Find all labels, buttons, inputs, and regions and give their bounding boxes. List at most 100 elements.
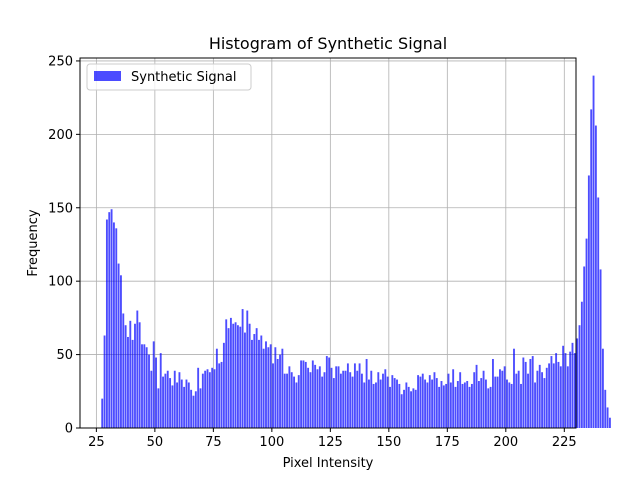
histogram-bar (492, 358, 494, 428)
histogram-bar (576, 338, 579, 428)
histogram-bar (112, 222, 115, 428)
histogram-bar (356, 370, 359, 428)
histogram-bar (176, 382, 179, 428)
histogram-bar (522, 357, 525, 428)
legend-swatch (94, 71, 121, 81)
histogram-bar (178, 372, 181, 428)
histogram-bar (449, 382, 452, 428)
histogram-bar (580, 301, 583, 428)
histogram-bar (363, 382, 366, 428)
histogram-bar (136, 310, 139, 428)
histogram-bar (594, 125, 597, 428)
grid-lines (80, 58, 576, 429)
y-tick-label: 200 (48, 128, 73, 143)
histogram-bar (166, 370, 169, 428)
histogram-bar (501, 370, 504, 428)
histogram-bar (288, 366, 291, 428)
histogram-bar (470, 383, 473, 428)
histogram-bar (428, 375, 431, 428)
histogram-bar (251, 339, 253, 428)
histogram-bar (597, 197, 600, 428)
histogram-bar (508, 382, 511, 428)
histogram-bar (384, 369, 387, 428)
histogram-bar (164, 373, 167, 428)
histogram-bar (339, 373, 342, 428)
histogram-bar (375, 382, 377, 428)
histogram-bar (601, 348, 604, 428)
histogram-bar (241, 309, 244, 428)
histogram-bar (407, 386, 410, 428)
histogram-bar (155, 357, 157, 428)
histogram-bar (484, 379, 487, 428)
histogram-bar (134, 323, 136, 428)
histogram-bar (604, 389, 607, 428)
histogram-bar (510, 383, 513, 428)
histogram-bar (566, 366, 569, 428)
histogram-bar (435, 378, 438, 428)
histogram-bar (353, 363, 356, 428)
histogram-bar (538, 364, 541, 428)
histogram-bar (421, 373, 424, 428)
y-tick-label: 250 (48, 54, 73, 69)
histogram-bar (335, 366, 338, 428)
histogram-bar (110, 209, 113, 428)
histogram-bar (351, 376, 354, 428)
histogram-bar (244, 332, 246, 428)
histogram-bar (199, 388, 202, 428)
histogram-bar (412, 388, 415, 428)
histogram-bar (265, 341, 267, 428)
histogram-bar (403, 389, 405, 428)
histogram-bar (138, 322, 141, 428)
histogram-bar (583, 266, 586, 428)
histogram-bar (608, 417, 611, 428)
histogram-bar (274, 347, 277, 428)
histogram-bar (120, 275, 122, 428)
histogram-bar (150, 370, 153, 428)
histogram-bar (377, 372, 380, 428)
histogram-bar (229, 317, 232, 428)
histogram-bar (328, 357, 331, 428)
histogram-bar (192, 395, 195, 428)
y-tick-label: 100 (48, 275, 73, 290)
histogram-bar (337, 366, 340, 428)
histogram-bar (227, 328, 230, 428)
histogram-bar (365, 358, 368, 428)
histogram-bar (536, 370, 539, 428)
histogram-bar (372, 383, 375, 428)
histogram-bar (232, 323, 235, 428)
histogram-bar (105, 219, 108, 428)
x-tick-label: 100 (259, 435, 284, 450)
histogram-bar (183, 386, 186, 428)
histogram-bar (279, 354, 281, 428)
histogram-bar (311, 360, 314, 428)
histogram-bar (218, 363, 221, 428)
histogram-bar (494, 376, 497, 428)
histogram-bar (255, 328, 258, 428)
histogram-bar (386, 376, 389, 428)
histogram-bar (447, 373, 450, 428)
legend: Synthetic Signal (86, 63, 252, 91)
histogram-bar (236, 325, 239, 428)
histogram-bar (482, 370, 485, 428)
histogram-bar (342, 370, 345, 428)
histogram-bar (180, 379, 183, 428)
histogram-bar (370, 370, 373, 428)
histogram-bar (101, 398, 104, 428)
histogram-bar (548, 363, 551, 428)
histogram-bar (358, 363, 361, 428)
histogram-bar (573, 353, 576, 428)
histogram-bar (468, 386, 471, 428)
histogram-bar (145, 347, 148, 428)
histogram-bar (396, 379, 398, 428)
x-tick-label: 50 (147, 435, 164, 450)
histogram-bar (379, 379, 382, 428)
histogram-bar (159, 353, 162, 428)
histogram-bar (349, 372, 352, 428)
histogram-bar (543, 378, 546, 428)
histogram-bar (414, 389, 417, 428)
histogram-bar (293, 376, 296, 428)
histogram-bar (541, 372, 544, 428)
x-tick-label: 175 (435, 435, 460, 450)
histogram-bar (201, 373, 204, 428)
